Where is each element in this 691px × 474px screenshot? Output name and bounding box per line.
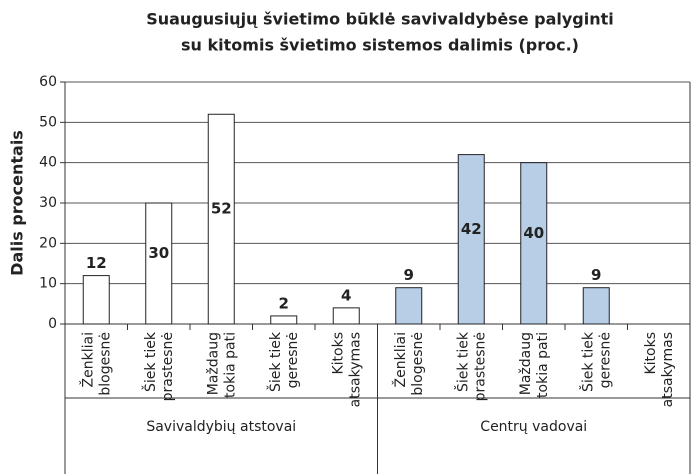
x-tick-label: blogesnė — [97, 332, 113, 396]
x-tick-label: Šiek tiek — [453, 331, 471, 392]
x-tick-label: Šiek tiek — [266, 331, 284, 392]
bar — [395, 287, 423, 325]
bar — [520, 162, 548, 325]
group-label: Savivaldybių atstovai — [146, 419, 296, 435]
x-tick-label: Ženkliai — [391, 332, 409, 387]
x-tick-label: Šiek tiek — [578, 331, 596, 392]
x-tick-label: Maždaug — [518, 332, 534, 395]
value-label: 9 — [404, 266, 414, 284]
y-tick-label: 60 — [39, 74, 57, 90]
value-label: 4 — [341, 286, 351, 304]
x-tick-label: prastesnė — [472, 332, 488, 401]
x-tick-label: prastesnė — [160, 332, 176, 401]
value-label: 52 — [211, 200, 232, 218]
x-tick-label: Kitoks — [330, 332, 346, 375]
x-tick-label: tokia pati — [535, 332, 551, 398]
bar — [332, 307, 360, 325]
y-tick-label: 20 — [39, 235, 57, 251]
x-tick-label: tokia pati — [222, 332, 238, 398]
y-tick-label: 10 — [39, 276, 57, 292]
x-tick-label: geresnė — [285, 332, 301, 388]
value-label: 9 — [591, 266, 601, 284]
x-tick-label: Kitoks — [643, 332, 659, 375]
value-label: 12 — [86, 254, 107, 272]
y-tick-label: 50 — [39, 114, 57, 130]
bar — [145, 202, 173, 325]
value-label: 42 — [461, 220, 482, 238]
bar — [207, 113, 235, 325]
bar — [582, 287, 610, 325]
x-tick-label: atsakymas — [347, 332, 363, 407]
bar — [82, 275, 110, 325]
value-label: 2 — [279, 294, 289, 312]
x-tick-label: Maždaug — [205, 332, 221, 395]
y-tick-label: 40 — [39, 155, 57, 171]
y-tick-label: 30 — [39, 195, 57, 211]
group-label: Centrų vadovai — [480, 419, 587, 435]
value-label: 30 — [148, 244, 169, 262]
value-label: 40 — [523, 224, 544, 242]
y-axis-label: Dalis procentais — [8, 130, 27, 276]
bar — [457, 154, 485, 325]
x-tick-label: Šiek tiek — [141, 331, 159, 392]
bar — [270, 315, 298, 325]
x-tick-label: Ženkliai — [78, 332, 96, 387]
x-tick-label: atsakymas — [660, 332, 676, 407]
x-tick-label: blogesnė — [410, 332, 426, 396]
chart-title: Suaugusiųjų švietimo būklė savivaldybėse… — [146, 10, 614, 29]
x-tick-label: geresnė — [597, 332, 613, 388]
chart-title: su kitomis švietimo sistemos dalimis (pr… — [181, 36, 579, 55]
y-tick-label: 0 — [48, 316, 57, 332]
